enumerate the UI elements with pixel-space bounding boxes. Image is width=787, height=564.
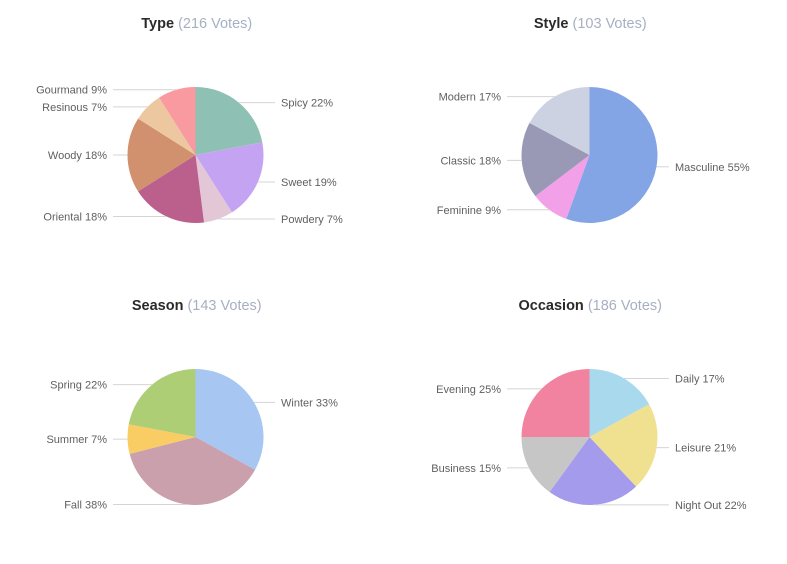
svg-text:Night Out 22%: Night Out 22% — [675, 500, 747, 512]
svg-text:Classic 18%: Classic 18% — [440, 155, 501, 167]
svg-text:Summer 7%: Summer 7% — [46, 434, 107, 446]
svg-text:Powdery 7%: Powdery 7% — [281, 214, 343, 226]
svg-text:Oriental 18%: Oriental 18% — [43, 212, 107, 224]
svg-text:Sweet 19%: Sweet 19% — [281, 177, 337, 189]
svg-text:Winter 33%: Winter 33% — [281, 397, 338, 409]
svg-text:Woody 18%: Woody 18% — [48, 150, 107, 162]
svg-text:Evening 25%: Evening 25% — [436, 384, 501, 396]
svg-text:Spring 22%: Spring 22% — [50, 380, 107, 392]
svg-text:Spicy 22%: Spicy 22% — [281, 98, 333, 110]
svg-text:Modern 17%: Modern 17% — [438, 92, 501, 104]
svg-text:Fall 38%: Fall 38% — [64, 499, 107, 511]
svg-text:Business 15%: Business 15% — [431, 463, 501, 475]
svg-text:Masculine 55%: Masculine 55% — [675, 162, 750, 174]
svg-text:Leisure 21%: Leisure 21% — [675, 443, 736, 455]
svg-text:Feminine 9%: Feminine 9% — [436, 205, 500, 217]
svg-text:Gourmand 9%: Gourmand 9% — [36, 85, 107, 97]
svg-text:Daily 17%: Daily 17% — [675, 373, 725, 385]
svg-text:Resinous 7%: Resinous 7% — [42, 102, 107, 114]
